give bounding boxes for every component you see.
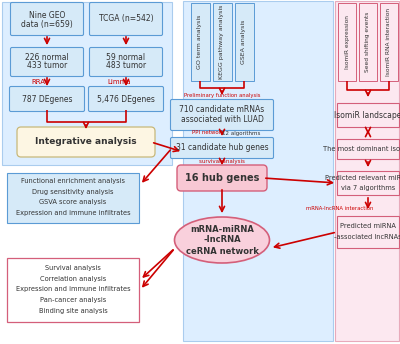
Text: TCGA (n=542): TCGA (n=542) — [99, 14, 153, 23]
FancyBboxPatch shape — [177, 165, 267, 191]
Text: Pan-cancer analysis: Pan-cancer analysis — [40, 297, 106, 303]
Text: Binding site analysis: Binding site analysis — [39, 308, 107, 314]
Text: 483 tumor: 483 tumor — [106, 62, 146, 71]
Text: Drug sensitivity analysis: Drug sensitivity analysis — [32, 189, 114, 195]
Text: GSVA score analysis: GSVA score analysis — [39, 199, 107, 205]
Text: 226 normal: 226 normal — [25, 53, 69, 62]
Text: associated with LUAD: associated with LUAD — [180, 116, 264, 125]
Text: GO term analysis: GO term analysis — [198, 15, 202, 69]
Text: data (n=659): data (n=659) — [21, 20, 73, 29]
Text: 16 hub genes: 16 hub genes — [185, 173, 259, 183]
Bar — [359, 3, 377, 81]
Bar — [337, 103, 399, 127]
FancyBboxPatch shape — [170, 99, 274, 130]
Text: KEGG pathway analysis: KEGG pathway analysis — [220, 5, 224, 79]
FancyBboxPatch shape — [10, 47, 84, 76]
Bar — [2, 1, 172, 164]
Bar — [337, 216, 399, 248]
Text: Preliminary function analysis: Preliminary function analysis — [184, 93, 260, 97]
Text: Predicted miRNA: Predicted miRNA — [340, 223, 396, 229]
Bar — [183, 1, 333, 341]
Text: Expression and immune infiltrates: Expression and immune infiltrates — [16, 210, 130, 216]
FancyBboxPatch shape — [17, 127, 155, 157]
Bar — [338, 3, 356, 81]
Text: GSEA analysis: GSEA analysis — [242, 20, 246, 64]
Text: mRNA-lncRNA interaction: mRNA-lncRNA interaction — [306, 206, 374, 212]
Text: ceRNA network: ceRNA network — [186, 247, 258, 256]
Text: 12 algorithms: 12 algorithms — [222, 130, 260, 136]
Bar — [337, 171, 399, 195]
Text: 710 candidate mRNAs: 710 candidate mRNAs — [179, 106, 265, 115]
Text: IsomiR RNA interaction: IsomiR RNA interaction — [386, 8, 392, 76]
Ellipse shape — [174, 217, 270, 263]
Text: Integrative analysis: Integrative analysis — [35, 138, 137, 147]
Text: IsomiR expression: IsomiR expression — [344, 15, 350, 69]
Text: IsomiR landscape: IsomiR landscape — [334, 110, 400, 119]
Text: 31 candidate hub genes: 31 candidate hub genes — [176, 143, 268, 152]
Text: Expression and immune infiltrates: Expression and immune infiltrates — [16, 286, 130, 292]
Text: 433 tumor: 433 tumor — [27, 62, 67, 71]
Bar — [212, 3, 232, 81]
Text: 5,476 DEgenes: 5,476 DEgenes — [97, 95, 155, 104]
Text: Predicted relevant miRNA: Predicted relevant miRNA — [325, 175, 400, 181]
Text: Functional enrichment analysis: Functional enrichment analysis — [21, 178, 125, 184]
Bar — [380, 3, 398, 81]
Text: 59 normal: 59 normal — [106, 53, 146, 62]
Text: -associated lncRNAs: -associated lncRNAs — [334, 234, 400, 240]
Text: The most dominant isomiR: The most dominant isomiR — [323, 146, 400, 152]
Bar — [335, 1, 399, 341]
Text: RRA: RRA — [31, 79, 45, 85]
Bar — [7, 258, 139, 322]
Text: -lncRNA: -lncRNA — [203, 236, 241, 245]
Bar — [337, 139, 399, 159]
Text: PPI network: PPI network — [192, 130, 224, 136]
Bar — [190, 3, 210, 81]
Bar — [7, 173, 139, 223]
Text: Nine GEO: Nine GEO — [29, 11, 65, 21]
Bar — [234, 3, 254, 81]
Text: Seed shifting events: Seed shifting events — [366, 12, 370, 72]
FancyBboxPatch shape — [90, 2, 162, 35]
FancyBboxPatch shape — [90, 47, 162, 76]
Text: via 7 algorithms: via 7 algorithms — [341, 185, 395, 191]
Text: Correlation analysis: Correlation analysis — [40, 276, 106, 282]
Text: mRNA-miRNA: mRNA-miRNA — [190, 226, 254, 235]
FancyBboxPatch shape — [88, 86, 164, 111]
FancyBboxPatch shape — [10, 86, 84, 111]
FancyBboxPatch shape — [170, 138, 274, 159]
Text: Survival analysis: Survival analysis — [45, 265, 101, 271]
Text: survival analysis: survival analysis — [199, 160, 245, 164]
Text: Limma: Limma — [107, 79, 131, 85]
Text: 787 DEgenes: 787 DEgenes — [22, 95, 72, 104]
FancyBboxPatch shape — [10, 2, 84, 35]
